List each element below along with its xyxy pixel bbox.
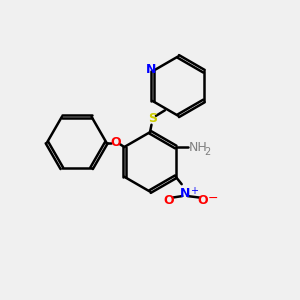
- Text: O: O: [110, 136, 121, 149]
- Text: −: −: [208, 192, 218, 205]
- Text: NH: NH: [189, 140, 208, 154]
- Text: N: N: [146, 63, 156, 76]
- Text: 2: 2: [205, 147, 211, 158]
- Text: O: O: [163, 194, 174, 207]
- Text: N: N: [179, 187, 190, 200]
- Text: S: S: [148, 112, 158, 125]
- Text: O: O: [197, 194, 208, 207]
- Text: +: +: [190, 186, 198, 196]
